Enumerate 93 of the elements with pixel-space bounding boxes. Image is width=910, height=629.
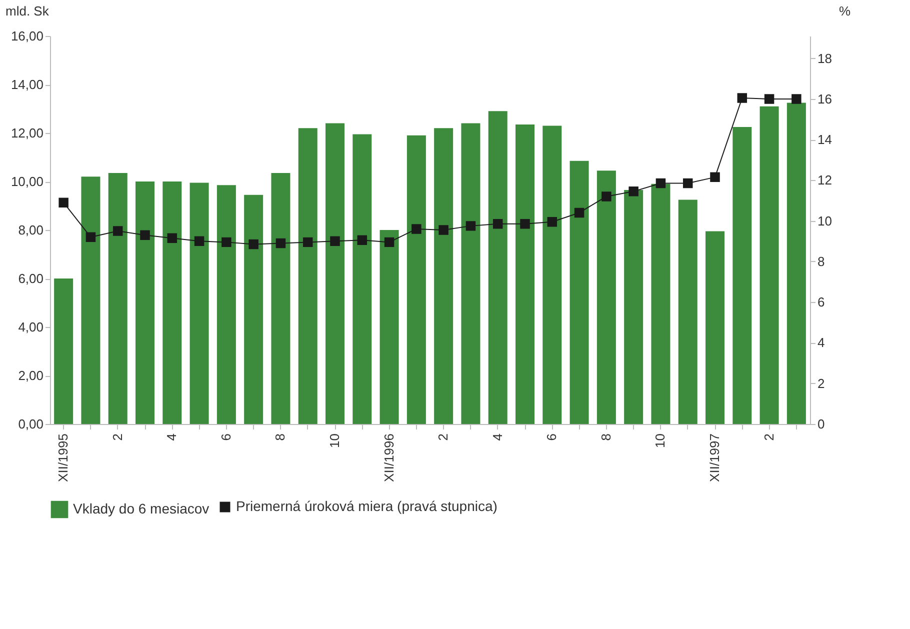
bar [570, 160, 589, 424]
bar [516, 124, 534, 424]
point [357, 235, 368, 246]
bar [678, 200, 698, 424]
legend-label: Priemerná úroková miera (pravá stupnica) [236, 498, 498, 514]
point [682, 178, 693, 188]
y-tick-label: 4,00 [18, 320, 44, 334]
bar [406, 135, 426, 424]
bar [108, 173, 128, 424]
bar [706, 231, 724, 424]
point [628, 186, 638, 196]
x-tick-label: 10 [652, 434, 668, 448]
y-tick-label: 8,00 [18, 222, 44, 238]
bar [162, 182, 182, 424]
point [656, 178, 666, 188]
x-tick-label: XII/1997 [707, 434, 722, 482]
x-tick-label: 6 [544, 434, 560, 441]
x-tick-label: 2 [761, 434, 776, 441]
bar [461, 123, 480, 424]
x-tick-label: 8 [598, 434, 614, 441]
y2-axis-title: % [838, 4, 851, 18]
point [248, 239, 258, 250]
point [112, 226, 123, 236]
point [792, 94, 802, 104]
x-tick-label: 8 [272, 434, 288, 441]
point [140, 230, 150, 240]
bar [651, 184, 670, 424]
bar [244, 194, 264, 424]
y2-tick-label: 6 [818, 294, 825, 310]
point [86, 232, 96, 242]
point [384, 237, 394, 248]
point [492, 219, 503, 229]
bar [298, 128, 318, 424]
bar [488, 111, 508, 424]
x-tick-label: 4 [490, 434, 505, 441]
bar [326, 123, 344, 424]
bar [136, 182, 154, 424]
bar [352, 134, 372, 424]
x-tick-label: 2 [110, 434, 125, 441]
point [167, 233, 178, 243]
bar [732, 126, 752, 424]
bar [786, 102, 806, 424]
point [602, 192, 612, 202]
y2-tick-label: 10 [818, 213, 832, 228]
bar [54, 278, 74, 424]
x-tick-label: XII/1995 [56, 434, 71, 482]
point [710, 172, 720, 182]
bar [760, 106, 779, 424]
y-tick-label: 10,00 [10, 174, 44, 189]
point [58, 198, 68, 208]
y2-tick-label: 14 [818, 132, 832, 148]
y2-tick-label: 4 [818, 335, 825, 350]
x-tick-label: 10 [327, 434, 342, 448]
point [302, 237, 313, 248]
y-tick-label: 0,00 [18, 416, 44, 432]
y2-tick-label: 0 [818, 416, 825, 432]
point [737, 93, 748, 103]
bar [624, 190, 644, 424]
x-tick-label: XII/1996 [381, 434, 396, 482]
x-tick-label: 2 [436, 434, 451, 441]
point [412, 224, 422, 234]
point [520, 219, 530, 229]
y-tick-label: 2,00 [18, 368, 44, 383]
y2-tick-label: 2 [818, 376, 825, 391]
bar [380, 230, 399, 424]
y2-tick-label: 12 [818, 172, 832, 188]
point [764, 94, 774, 104]
bar [81, 176, 100, 424]
y2-tick-label: 16 [818, 91, 832, 106]
point [194, 236, 204, 246]
point [222, 237, 232, 248]
y2-tick-label: 18 [818, 50, 832, 66]
y2-tick-label: 8 [818, 254, 825, 269]
x-tick-label: 6 [218, 434, 234, 441]
legend-label: Vklady do 6 mesiacov [73, 500, 210, 516]
y-tick-label: 6,00 [18, 271, 44, 286]
y-tick-label: 16,00 [10, 28, 44, 44]
point [330, 236, 340, 246]
y-tick-label: 14,00 [10, 77, 44, 92]
bar [271, 173, 290, 424]
point [547, 217, 558, 227]
point [574, 208, 584, 218]
x-tick-label: 4 [164, 434, 180, 441]
point [466, 221, 476, 231]
y-axis-title: mld. Sk [6, 4, 50, 18]
point [276, 238, 286, 248]
bar [434, 128, 454, 424]
bar [190, 182, 209, 424]
bar [596, 170, 616, 424]
point [438, 225, 448, 235]
bar [542, 126, 562, 424]
y-tick-label: 12,00 [10, 126, 44, 140]
bar [216, 185, 236, 424]
